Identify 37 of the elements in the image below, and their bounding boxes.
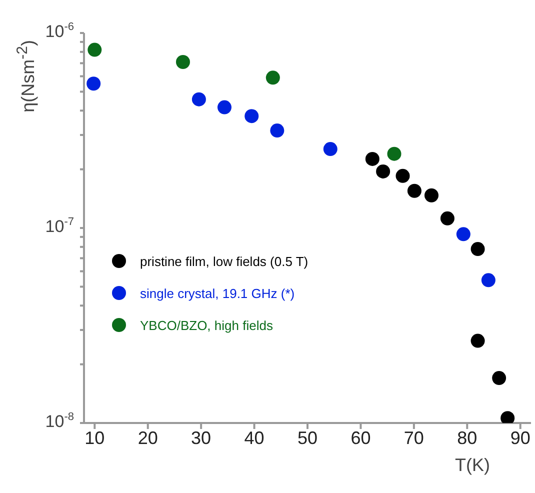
legend-label: pristine film, low fields (0.5 T) — [140, 254, 308, 268]
x-tick-label: 50 — [297, 428, 318, 448]
y-tick-label: 10$^{-8}$ — [45, 410, 74, 432]
point — [244, 109, 259, 124]
point — [86, 76, 101, 91]
point — [396, 168, 410, 183]
x-tick-label: 60 — [350, 428, 371, 448]
x-tick-label: 80 — [457, 428, 478, 448]
point — [376, 164, 390, 178]
point — [492, 371, 506, 386]
point — [192, 92, 206, 106]
x-tick-label: 10 — [84, 428, 105, 448]
point — [407, 184, 422, 198]
x-tick-label: 70 — [404, 428, 424, 448]
point — [88, 42, 102, 57]
x-tick-label: 90 — [510, 428, 530, 448]
point — [266, 70, 280, 85]
point — [456, 227, 470, 242]
y-tick-label: 10$^{-6}$ — [45, 20, 74, 42]
point — [387, 146, 402, 161]
point — [365, 152, 380, 166]
x-tick-label: 20 — [138, 428, 158, 448]
point — [217, 100, 232, 114]
legend-label: YBCO/BZO, high fields — [140, 318, 273, 332]
point — [270, 124, 284, 138]
x-tick-label: 30 — [191, 428, 212, 448]
x-axis-title: T(K) — [455, 455, 490, 476]
point — [481, 273, 496, 288]
legend-label: single crystal, 19.1 GHz (*) — [140, 286, 295, 300]
point — [323, 142, 338, 156]
y-tick-label: 10$^{-7}$ — [45, 216, 74, 236]
x-tick-label: 40 — [244, 428, 264, 448]
point — [470, 242, 485, 256]
point — [424, 188, 438, 202]
point — [440, 211, 454, 226]
point — [176, 55, 190, 70]
point — [470, 334, 485, 348]
